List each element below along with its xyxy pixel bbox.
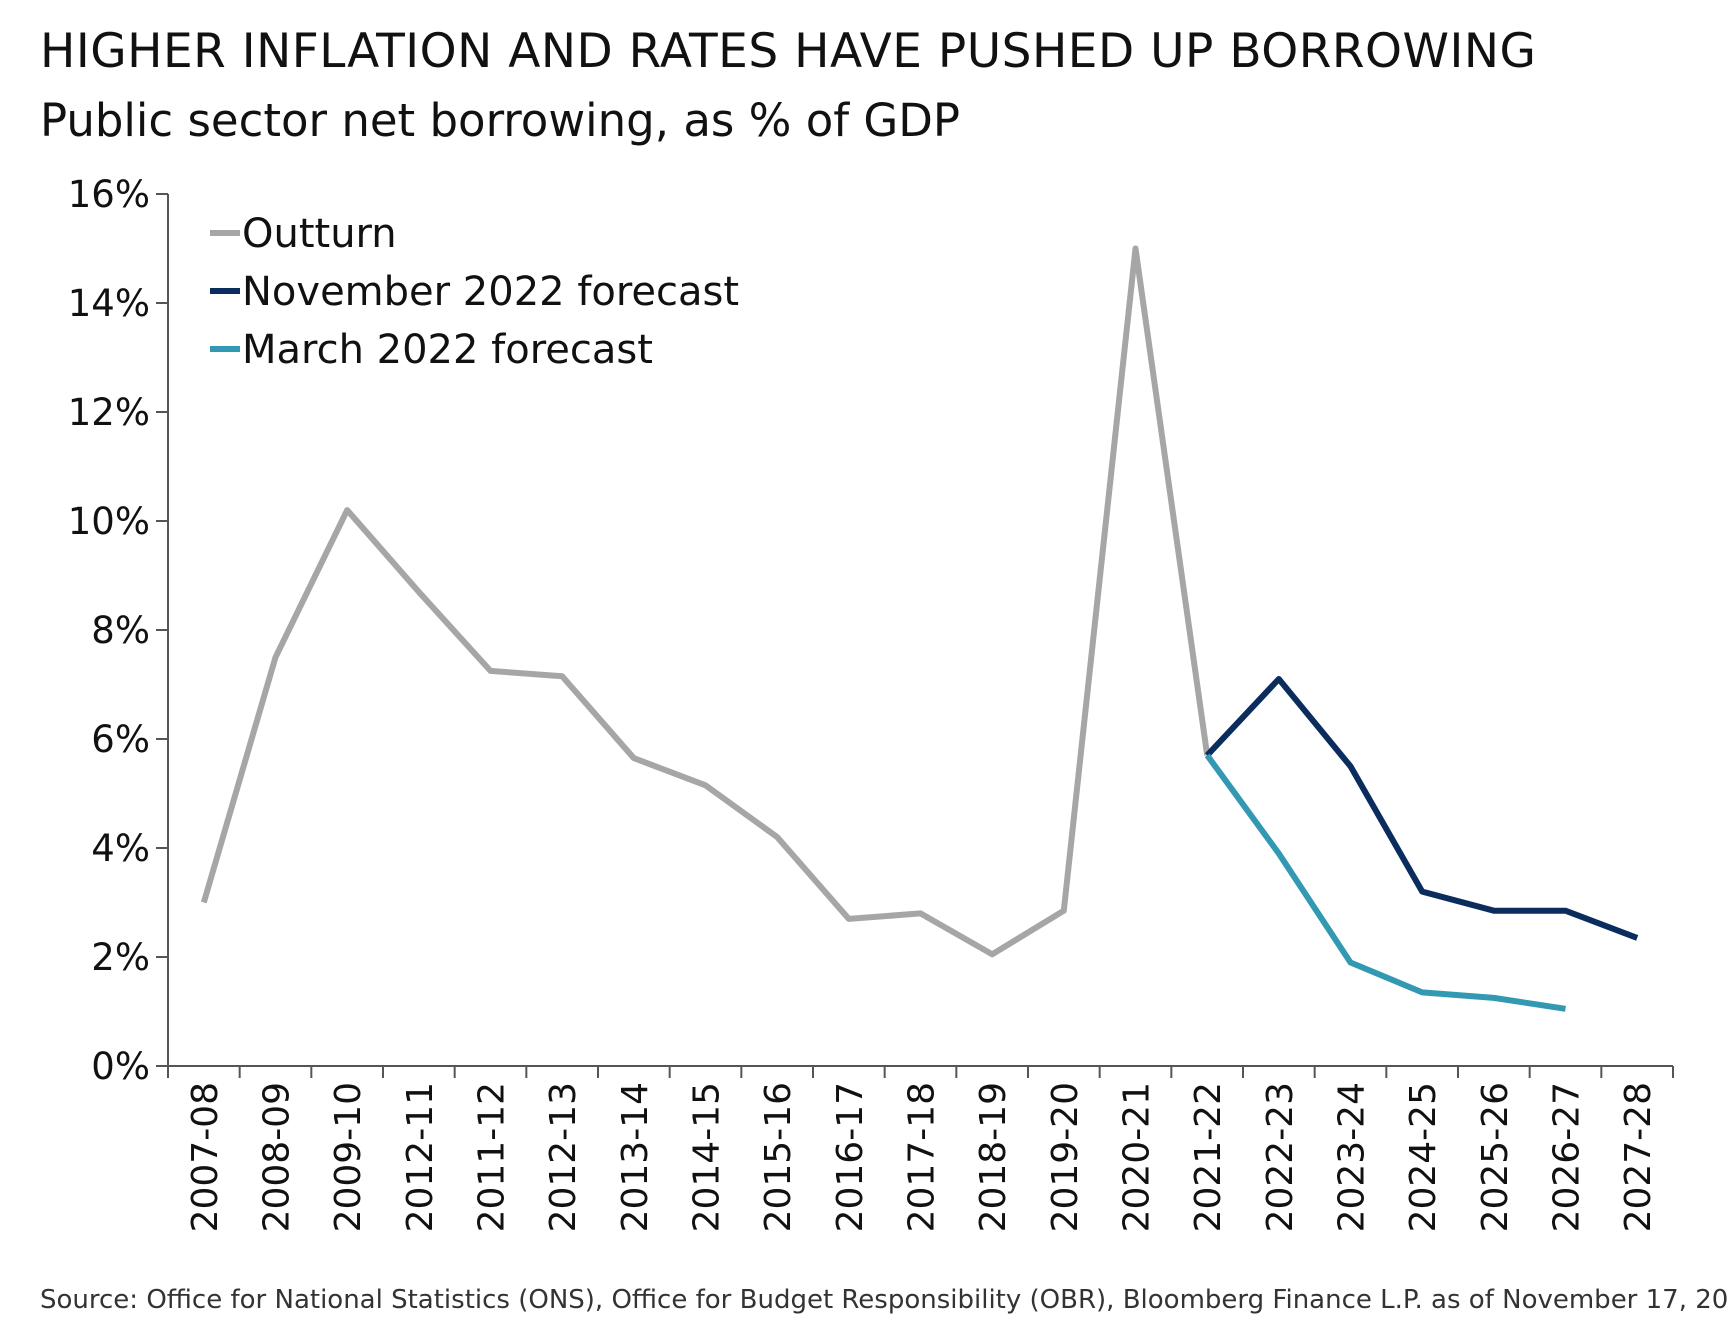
series-line-outturn [200,245,1211,958]
y-tick-label: 0% [91,1045,150,1088]
x-tick-label: 2015-16 [758,1082,799,1232]
y-tick-label: 2% [91,936,150,979]
source-note: Source: Office for National Statistics (… [40,1285,1728,1315]
x-tick-label: 2012-11 [400,1082,441,1232]
x-tick-label: 2027-28 [1618,1082,1659,1232]
x-tick-label: 2026-27 [1547,1082,1588,1232]
y-tick-label: 16% [68,173,150,216]
series-line-november-2022-forecast [1205,676,1639,941]
legend-label: March 2022 forecast [242,327,653,373]
axes: 0% 2% 4% 6% 8% 10% 12% 14% 16% 2007-08 2008-09 2009… [68,173,1674,1232]
x-tick-label: 2011-12 [472,1082,513,1232]
y-tick-label: 14% [68,282,150,325]
x-tick-label: 2009-10 [328,1082,369,1232]
x-tick-label: 2013-14 [615,1082,656,1232]
x-tick-label: 2021-22 [1188,1082,1229,1232]
x-tick-label: 2012-13 [543,1082,584,1232]
chart-title: HIGHER INFLATION AND RATES HAVE PUSHED U… [40,24,1537,79]
x-tick-label: 2022-23 [1260,1082,1301,1232]
x-tick-label: 2008-09 [257,1082,298,1232]
y-tick-label: 12% [68,391,150,434]
x-tick-label: 2024-25 [1403,1082,1444,1232]
x-tick-label: 2014-15 [687,1082,728,1232]
x-tick-label: 2007-08 [185,1082,226,1232]
x-tick-label: 2020-21 [1117,1082,1158,1232]
x-tick-label: 2017-18 [902,1082,943,1232]
y-tick-label: 6% [91,718,150,761]
legend-label: November 2022 forecast [242,269,739,315]
x-tick-label: 2016-17 [830,1082,871,1232]
chart-subtitle: Public sector net borrowing, as % of GDP [40,94,961,147]
x-tick-label: 2023-24 [1332,1082,1373,1232]
series-line-march-2022-forecast [1204,753,1566,1012]
series-lines [200,245,1639,1012]
y-tick-label: 4% [91,827,150,870]
x-tick-label: 2025-26 [1475,1082,1516,1232]
x-tick-label: 2018-19 [973,1082,1014,1232]
x-tick-label: 2019-20 [1045,1082,1086,1232]
legend-label: Outturn [242,211,397,257]
y-tick-label: 10% [68,500,150,543]
y-tick-label: 8% [91,609,150,652]
legend: Outturn November 2022 forecast March 2022 … [210,211,739,373]
